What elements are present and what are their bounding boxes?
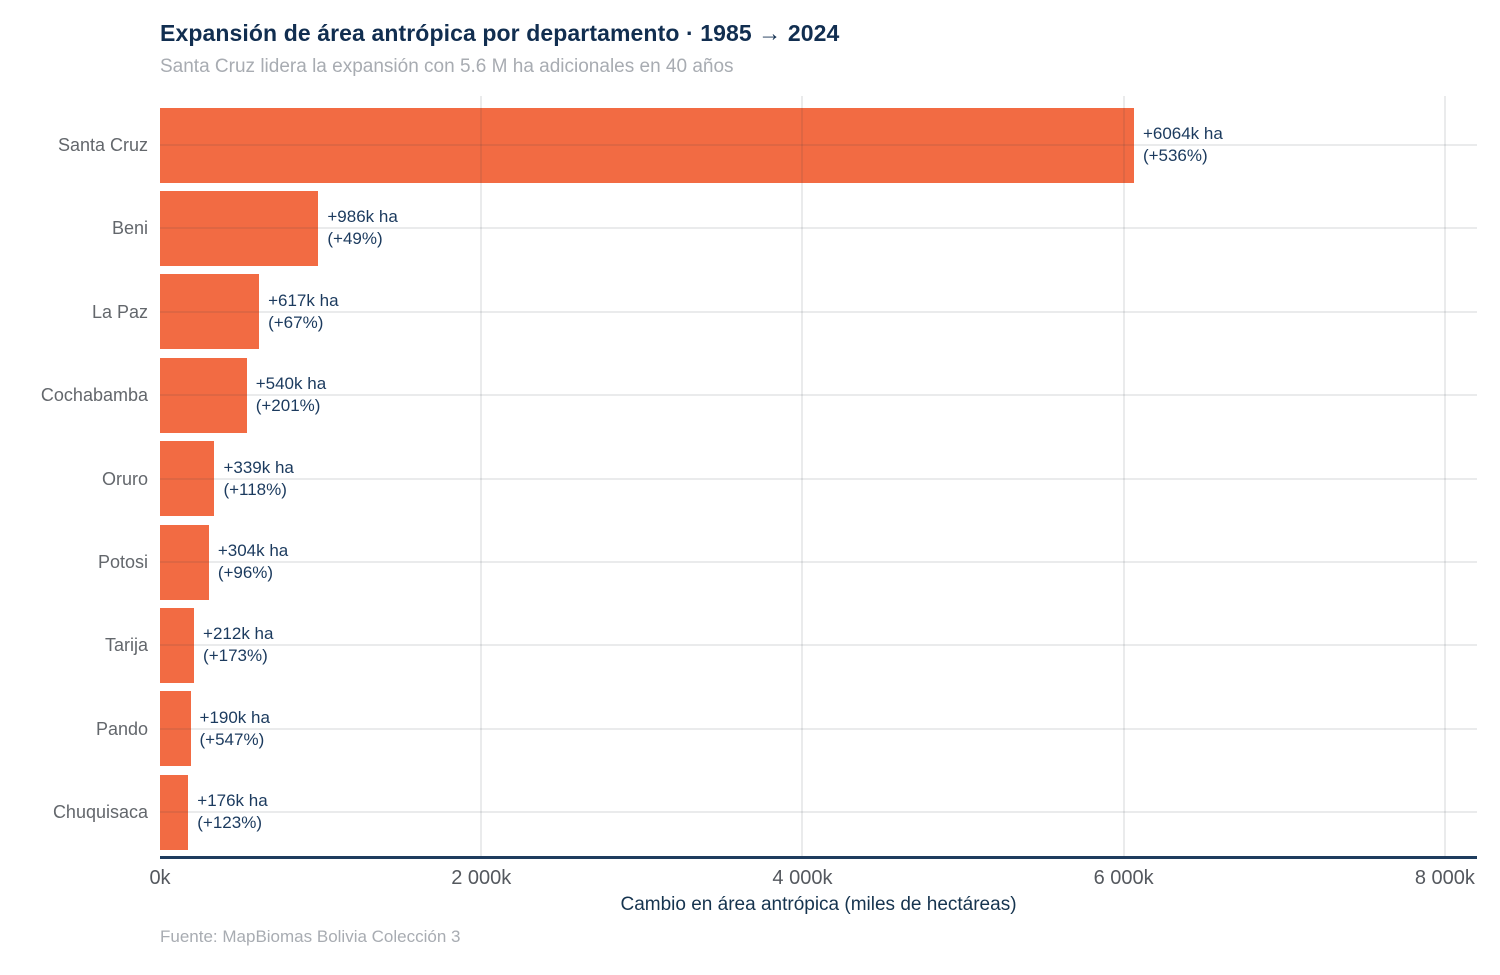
x-axis-line bbox=[160, 856, 1477, 859]
bar-oruro bbox=[160, 441, 215, 517]
v-gridline bbox=[801, 96, 804, 856]
value-label-percent: (+173%) bbox=[203, 646, 268, 666]
value-label-percent: (+536%) bbox=[1142, 146, 1208, 165]
value-label-percent: (+547%) bbox=[199, 729, 265, 749]
h-gridline bbox=[160, 811, 1477, 814]
category-label: Santa Cruz bbox=[57, 135, 148, 155]
bar-santa-cruz bbox=[160, 107, 1134, 183]
x-axis-title: Cambio en área antrópica (miles de hectá… bbox=[620, 894, 1017, 915]
value-label-percent: (+201%) bbox=[255, 396, 321, 416]
h-gridline bbox=[160, 477, 1477, 480]
bar-tarija bbox=[160, 607, 195, 683]
value-label-amount: +176k ha bbox=[197, 791, 268, 811]
v-gridline bbox=[1122, 96, 1125, 856]
category-label: Chuquisaca bbox=[52, 802, 148, 823]
value-label-amount: +212k ha bbox=[203, 624, 274, 644]
category-label: La Paz bbox=[91, 301, 148, 322]
h-gridline bbox=[160, 727, 1477, 730]
h-gridline bbox=[160, 394, 1477, 397]
bar-chart: Santa Cruz +6064k ha (+536%) Beni +986k ha (+… bbox=[41, 96, 1477, 915]
category-label: Cochabamba bbox=[40, 385, 148, 406]
chart-subtitle: Santa Cruz lidera la expansión con 5.6 M… bbox=[160, 56, 734, 77]
value-label-percent: (+49%) bbox=[327, 229, 383, 249]
value-label-amount: +6064k ha bbox=[1142, 124, 1223, 143]
value-label-amount: +540k ha bbox=[255, 374, 327, 394]
value-label: +190k ha (+547%) bbox=[200, 707, 270, 751]
value-label: +176k ha (+123%) bbox=[197, 790, 267, 834]
h-gridline bbox=[160, 310, 1477, 313]
bar-chuquisaca bbox=[160, 774, 189, 850]
chart-title: Expansión de área antrópica por departam… bbox=[160, 20, 840, 46]
bar-potosi bbox=[160, 524, 209, 600]
value-label-amount: +617k ha bbox=[268, 290, 339, 310]
category-label: Pando bbox=[95, 718, 148, 739]
bar-beni bbox=[160, 190, 319, 266]
value-label: +986k ha (+49%) bbox=[327, 206, 397, 250]
value-label: +540k ha (+201%) bbox=[256, 373, 326, 417]
h-gridline bbox=[160, 561, 1477, 563]
bar-cochabamba bbox=[160, 357, 247, 433]
value-label-amount: +339k ha bbox=[223, 457, 294, 477]
value-label: +339k ha (+118%) bbox=[223, 457, 293, 501]
h-gridline bbox=[160, 227, 1477, 230]
value-label-amount: +986k ha bbox=[327, 207, 398, 227]
value-label-amount: +190k ha bbox=[199, 707, 270, 727]
x-tick-label: 2 000k bbox=[451, 867, 512, 889]
value-label-percent: (+123%) bbox=[197, 813, 262, 833]
value-label-percent: (+118%) bbox=[223, 479, 287, 499]
category-label: Beni bbox=[111, 218, 148, 239]
x-tick-label: 6 000k bbox=[1093, 867, 1154, 889]
source-note: Fuente: MapBiomas Bolivia Colección 3 bbox=[160, 927, 461, 946]
v-gridline bbox=[1443, 96, 1446, 856]
value-label-percent: (+96%) bbox=[217, 563, 274, 582]
h-gridline bbox=[160, 644, 1477, 647]
value-label: +304k ha (+96%) bbox=[218, 540, 288, 584]
bar-pando bbox=[160, 691, 191, 767]
bar-la-paz bbox=[160, 274, 260, 350]
h-gridline bbox=[160, 144, 1477, 146]
category-label: Tarija bbox=[104, 635, 148, 656]
category-label: Oruro bbox=[101, 468, 148, 489]
value-label: +6064k ha (+536%) bbox=[1143, 123, 1223, 167]
x-tick-label: 4 000k bbox=[772, 867, 833, 889]
x-tick-label: 8 000k bbox=[1414, 867, 1475, 889]
value-label-amount: +304k ha bbox=[217, 541, 289, 560]
value-label: +617k ha (+67%) bbox=[268, 290, 338, 334]
x-tick-label: 0k bbox=[149, 867, 171, 889]
category-label: Potosi bbox=[97, 552, 148, 572]
v-gridline bbox=[480, 96, 483, 856]
value-label: +212k ha (+173%) bbox=[203, 623, 273, 667]
value-label-percent: (+67%) bbox=[268, 312, 324, 332]
